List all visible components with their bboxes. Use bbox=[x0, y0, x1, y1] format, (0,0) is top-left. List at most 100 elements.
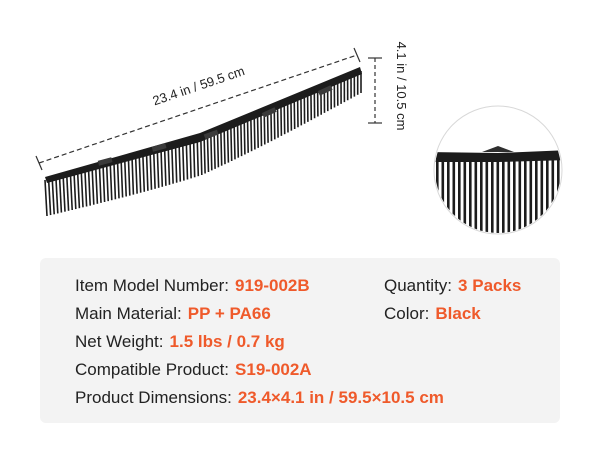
comb-tooth bbox=[216, 130, 220, 168]
comb-tooth bbox=[163, 147, 167, 186]
comb-tooth bbox=[145, 152, 149, 191]
spec-label: Main Material: bbox=[75, 304, 182, 323]
comb-tooth bbox=[253, 115, 256, 150]
spec-value: 3 Packs bbox=[458, 276, 522, 295]
comb-tooth bbox=[73, 172, 77, 210]
detail-tooth bbox=[557, 158, 560, 233]
spec-panel: Item Model Number: 919-002B Quantity: 3 Pa… bbox=[40, 258, 560, 423]
comb-tooth bbox=[131, 156, 135, 195]
detail-tooth bbox=[441, 158, 445, 233]
comb-tooth bbox=[167, 146, 171, 185]
comb-tooth bbox=[290, 100, 293, 131]
comb-tooth bbox=[44, 179, 48, 217]
comb-tooth bbox=[200, 137, 203, 176]
comb-tooth bbox=[149, 151, 153, 190]
spec-item-dimensions: Product Dimensions: 23.4×4.1 in / 59.5×10… bbox=[75, 388, 444, 408]
detail-tooth bbox=[458, 158, 461, 233]
comb-tooth bbox=[51, 177, 55, 215]
detail-spine bbox=[435, 150, 561, 162]
detail-tooth bbox=[491, 158, 494, 233]
spec-value: S19-002A bbox=[235, 360, 312, 379]
comb-tooth bbox=[160, 148, 164, 187]
comb-tooth bbox=[203, 136, 206, 174]
detail-tooth bbox=[496, 158, 500, 233]
spec-value: Black bbox=[435, 304, 481, 323]
comb-tooth bbox=[213, 132, 216, 169]
height-label: 4.1 in / 10.5 cm bbox=[394, 42, 409, 131]
spec-label: Compatible Product: bbox=[75, 360, 230, 379]
detail-tooth bbox=[524, 158, 527, 233]
comb-tooth bbox=[196, 138, 200, 177]
comb-tooth bbox=[62, 175, 66, 212]
detail-tooth bbox=[474, 158, 478, 233]
comb-tooth bbox=[109, 162, 113, 201]
detail-tooth bbox=[485, 158, 489, 233]
comb-tooth bbox=[280, 104, 283, 136]
comb-tooth bbox=[185, 141, 189, 180]
comb-tooth bbox=[102, 164, 106, 203]
magnified-detail-icon bbox=[433, 105, 566, 248]
comb-tooth bbox=[120, 159, 124, 198]
comb-tooth bbox=[220, 129, 223, 166]
spec-item-compatible: Compatible Product: S19-002A bbox=[75, 360, 312, 380]
comb-tooth bbox=[134, 155, 138, 194]
spec-value: PP + PA66 bbox=[187, 304, 271, 323]
detail-tooth bbox=[463, 158, 467, 233]
spec-item-material: Main Material: PP + PA66 bbox=[75, 304, 271, 324]
spec-item-quantity: Quantity: 3 Packs bbox=[384, 276, 521, 296]
spec-label: Color: bbox=[384, 304, 430, 323]
spec-label: Quantity: bbox=[384, 276, 453, 295]
comb-tooth bbox=[283, 102, 286, 135]
spec-item-weight: Net Weight: 1.5 lbs / 0.7 kg bbox=[75, 332, 285, 352]
detail-tooth bbox=[480, 158, 483, 233]
detail-tooth bbox=[502, 158, 505, 233]
comb-tooth bbox=[152, 150, 156, 189]
comb-tooth bbox=[206, 134, 210, 173]
comb-tooth bbox=[243, 119, 246, 155]
comb-tooth bbox=[84, 169, 88, 207]
detail-tooth bbox=[469, 158, 472, 233]
comb-tooth bbox=[105, 163, 109, 202]
spine-clips bbox=[97, 85, 333, 166]
detail-tooth bbox=[436, 158, 439, 233]
comb-tooth bbox=[98, 165, 102, 203]
comb-tooth bbox=[293, 98, 296, 130]
comb-tooth bbox=[80, 170, 84, 208]
detail-tooth bbox=[540, 158, 544, 233]
comb-tooth bbox=[171, 145, 174, 184]
comb-tooth bbox=[123, 158, 127, 197]
comb-tooth bbox=[69, 173, 73, 211]
comb-tooth bbox=[223, 127, 226, 165]
detail-tooth bbox=[452, 158, 456, 233]
comb-tool bbox=[44, 67, 362, 217]
comb-tooth bbox=[230, 125, 233, 162]
detail-tooth bbox=[507, 158, 511, 233]
comb-tooth bbox=[87, 168, 91, 206]
comb-tooth bbox=[236, 122, 240, 158]
detail-tooth bbox=[529, 158, 533, 233]
spec-label: Net Weight: bbox=[75, 332, 164, 351]
detail-tooth bbox=[551, 158, 555, 233]
spec-label: Item Model Number: bbox=[75, 276, 229, 295]
detail-tooth bbox=[563, 158, 566, 248]
spec-value: 1.5 lbs / 0.7 kg bbox=[169, 332, 285, 351]
detail-tooth bbox=[513, 158, 516, 233]
comb-tooth bbox=[250, 116, 253, 152]
comb-tooth bbox=[58, 176, 63, 213]
comb-tooth bbox=[76, 171, 81, 209]
comb-tooth bbox=[113, 161, 117, 200]
comb-tooth bbox=[178, 143, 182, 182]
length-label: 23.4 in / 59.5 cm bbox=[151, 63, 247, 108]
comb-tooth bbox=[260, 112, 263, 147]
comb-tooth bbox=[91, 167, 95, 205]
comb-tooth bbox=[47, 178, 52, 216]
spec-item-color: Color: Black bbox=[384, 304, 481, 324]
comb-tooth bbox=[142, 153, 146, 192]
comb-tooth bbox=[256, 114, 259, 148]
comb-tooth bbox=[65, 174, 70, 211]
comb-tooth bbox=[233, 123, 236, 160]
length-dimension-line bbox=[35, 47, 361, 171]
comb-tooth bbox=[94, 166, 99, 204]
comb-spine bbox=[45, 67, 362, 183]
